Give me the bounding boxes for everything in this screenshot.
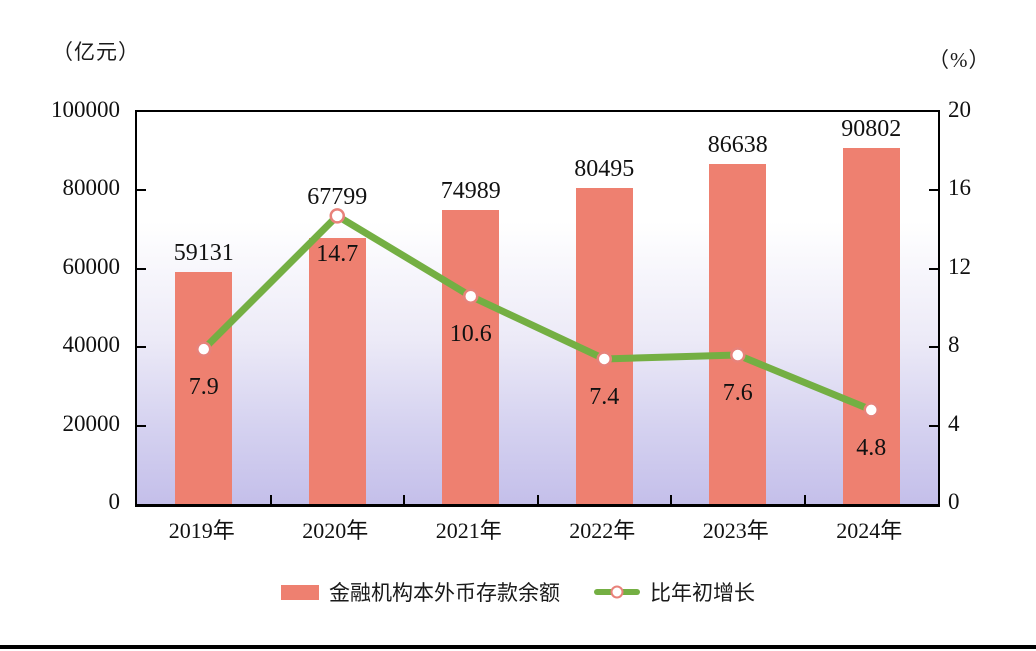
growth-value-label: 10.6 [449,321,492,348]
bar [842,148,900,504]
y-axis-tick-label-left: 40000 [62,332,121,358]
bar-value-label: 86638 [707,132,768,159]
bar [175,272,233,504]
legend: 金融机构本外币存款余额 比年初增长 [0,576,1036,608]
growth-value-label: 7.4 [589,383,620,410]
bar-value-label: 59131 [173,240,234,267]
x-axis-label: 2021年 [435,518,502,543]
bar-series-swatch [281,584,319,600]
bar [308,238,366,504]
x-axis-tick-mark [536,495,539,504]
line-point-marker [329,208,345,224]
right-axis-tick-mark [929,346,938,349]
x-axis-label: 2024年 [836,518,903,543]
y-axis-tick-label-right: 8 [948,332,960,358]
bottom-divider [0,645,1036,649]
x-axis-label: 2023年 [702,518,769,543]
line-point-marker [863,402,879,418]
line-point-marker [596,351,612,367]
bar-value-label: 90802 [841,116,902,143]
y-axis-tick-label-right: 12 [948,253,971,279]
left-axis-tick-mark [137,346,146,349]
left-axis-tick-mark [137,267,146,270]
x-axis-label: 2020年 [302,518,369,543]
x-axis-tick-mark [269,495,272,504]
right-axis-tick-mark [929,424,938,427]
x-axis-label: 2019年 [168,518,235,543]
right-axis-unit-label: （%） [928,48,991,72]
bar [442,210,500,504]
bar-value-label: 74989 [440,178,501,205]
y-axis-tick-label-right: 16 [948,175,971,201]
left-axis-tick-mark [137,424,146,427]
y-axis-tick-label-left: 0 [108,489,121,514]
bar-value-label: 80495 [574,156,635,183]
x-axis-tick-mark [803,495,806,504]
legend-label-deposits: 金融机构本外币存款余额 [329,581,560,605]
y-axis-tick-label-right: 20 [948,97,971,122]
y-axis-tick-label-right: 4 [948,410,960,436]
growth-line-layer [196,208,879,418]
bar-value-label: 67799 [307,183,368,210]
line-series-swatch [594,584,640,600]
growth-value-label: 7.9 [188,374,219,401]
growth-line [200,212,875,414]
y-axis-tick-label-right: 0 [948,489,960,514]
right-axis-tick-mark [929,189,938,192]
line-point-marker [730,347,746,363]
bar [709,164,767,504]
right-axis-tick-mark [929,267,938,270]
y-axis-tick-label-left: 100000 [51,97,120,122]
left-axis-unit-label: （亿元） [52,40,140,64]
y-axis-tick-label-left: 80000 [62,175,121,201]
growth-value-label: 14.7 [316,240,359,267]
x-axis-label: 2022年 [569,518,636,543]
left-axis-tick-mark [137,189,146,192]
plot-area: 59131 7.9 67799 14.7 74989 10.6 80495 7.4 86638 7… [135,110,940,507]
growth-value-label: 7.6 [722,380,753,407]
growth-value-label: 4.8 [856,434,887,461]
legend-item-deposits: 金融机构本外币存款余额 [281,577,560,607]
legend-label-growth: 比年初增长 [650,581,755,605]
x-axis-tick-mark [670,495,672,504]
y-axis-tick-label-left: 60000 [62,253,121,279]
legend-item-growth: 比年初增长 [594,577,755,607]
line-point-marker [463,288,479,304]
line-point-marker [196,341,212,357]
y-axis-tick-label-left: 20000 [62,410,121,436]
x-axis-tick-mark [403,495,405,504]
line-swatch-marker-icon [610,585,624,599]
